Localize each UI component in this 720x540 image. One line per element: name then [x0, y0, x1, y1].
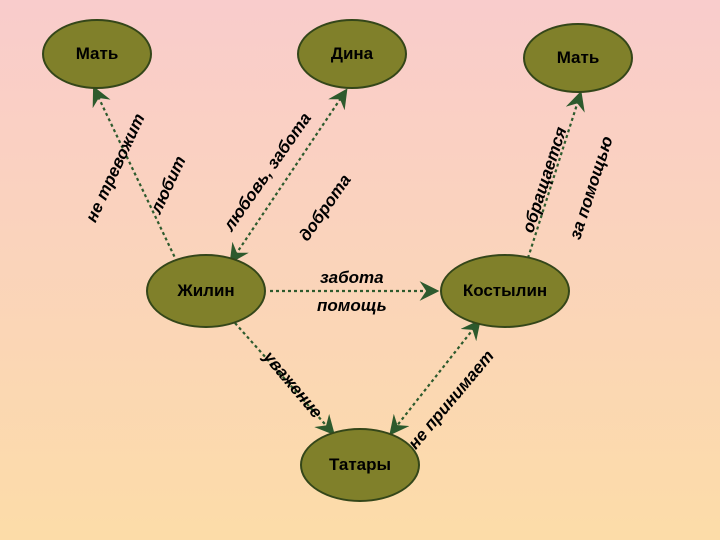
label-pomosh: помощь [317, 296, 387, 316]
node-tatars: Татары [300, 428, 420, 502]
node-label: Мать [76, 44, 119, 64]
node-label: Костылин [463, 281, 547, 301]
node-dina: Дина [297, 19, 407, 89]
node-mother-right: Мать [523, 23, 633, 93]
node-mother-left: Мать [42, 19, 152, 89]
label-zabota: забота [320, 268, 384, 288]
node-kostylin: Костылин [440, 254, 570, 328]
node-label: Дина [331, 44, 373, 64]
node-label: Жилин [177, 281, 234, 301]
node-label: Мать [557, 48, 600, 68]
node-zhilin: Жилин [146, 254, 266, 328]
node-label: Татары [329, 455, 391, 475]
